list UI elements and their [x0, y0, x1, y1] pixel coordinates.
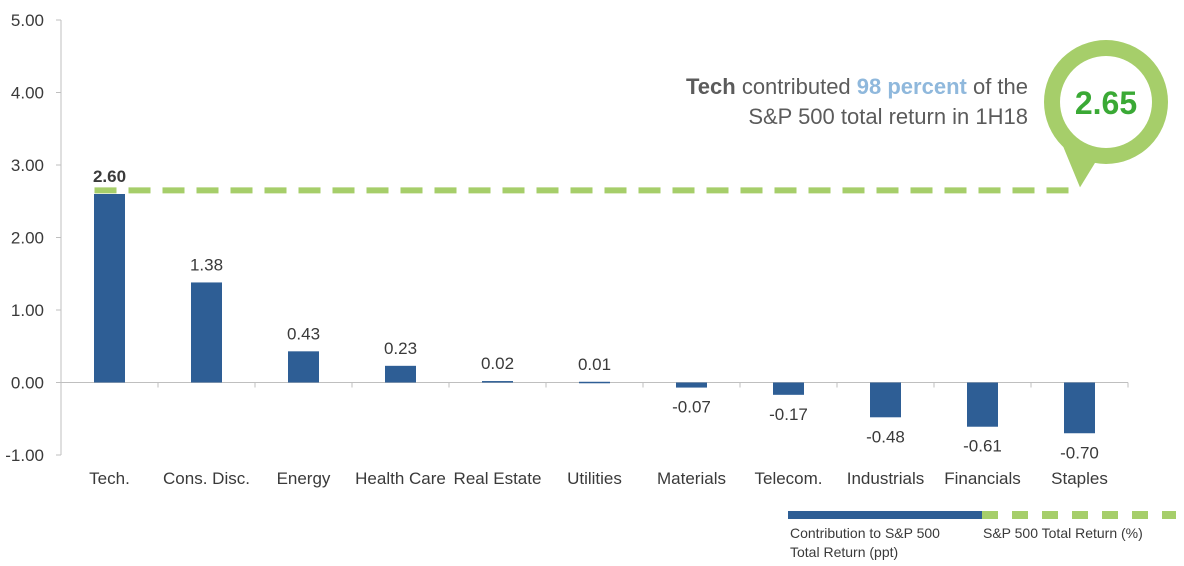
category-label: Real Estate [454, 469, 542, 488]
data-label: 0.23 [384, 339, 417, 358]
bar-financials [967, 382, 998, 427]
bar-cons-disc [191, 282, 222, 383]
data-label: 2.60 [93, 167, 126, 186]
y-tick-label: 5.00 [11, 11, 44, 30]
annotation-text-b: of the [967, 74, 1028, 99]
legend-bar-swatch [788, 511, 982, 519]
category-label: Energy [277, 469, 331, 488]
category-label: Telecom. [754, 469, 822, 488]
category-label: Cons. Disc. [163, 469, 250, 488]
category-label: Financials [944, 469, 1021, 488]
y-tick-label: 1.00 [11, 301, 44, 320]
category-label: Materials [657, 469, 726, 488]
data-label: 1.38 [190, 255, 223, 274]
annotation-line-2: S&P 500 total return in 1H18 [748, 104, 1028, 129]
data-label: -0.48 [866, 427, 905, 446]
y-tick-label: 4.00 [11, 84, 44, 103]
category-label: Staples [1051, 469, 1108, 488]
data-label: -0.61 [963, 437, 1002, 456]
y-tick-label: -1.00 [5, 446, 44, 465]
bar-telecom [773, 382, 804, 395]
data-label: 0.01 [578, 355, 611, 374]
legend-line-label: S&P 500 Total Return (%) [983, 525, 1143, 541]
total-return-value: 2.65 [1075, 85, 1137, 121]
legend-bar-label-1: Contribution to S&P 500 [790, 525, 940, 541]
x-axis: Tech. Cons. Disc. Energy Health Care Real Es… [89, 382, 1129, 488]
bubble-center [1060, 56, 1152, 148]
bar-health-care [385, 365, 416, 383]
annotation-text-a: contributed [736, 74, 857, 99]
bar-materials [676, 382, 707, 388]
data-label: 0.02 [481, 354, 514, 373]
annotation-highlight: 98 percent [857, 74, 968, 99]
y-tick-label: 3.00 [11, 156, 44, 175]
bar-tech [94, 194, 125, 383]
category-label: Utilities [567, 469, 622, 488]
data-label: -0.70 [1060, 443, 1099, 462]
bar-staples [1064, 382, 1095, 434]
bar-industrials [870, 382, 901, 418]
legend-bar-label-2: Total Return (ppt) [790, 544, 898, 560]
annotation-bold: Tech [686, 74, 736, 99]
data-label: -0.17 [769, 405, 808, 424]
total-return-bubble: 2.65 [1044, 40, 1168, 188]
category-label: Health Care [355, 469, 446, 488]
bar-real-estate [482, 381, 513, 383]
data-label: -0.07 [672, 398, 711, 417]
bar-utilities [579, 381, 610, 384]
y-tick-label: 0.00 [11, 374, 44, 393]
legend: Contribution to S&P 500 Total Return (pp… [788, 511, 1176, 560]
category-label: Tech. [89, 469, 130, 488]
y-tick-label: 2.00 [11, 229, 44, 248]
category-label: Industrials [847, 469, 924, 488]
bar-energy [288, 351, 319, 383]
annotation-line-1: Tech contributed 98 percent of the [686, 74, 1028, 99]
bars: 2.60 1.38 0.43 0.23 0.02 0.01 -0.07 -0.17 -0.48 -… [93, 167, 1099, 462]
data-label: 0.43 [287, 324, 320, 343]
